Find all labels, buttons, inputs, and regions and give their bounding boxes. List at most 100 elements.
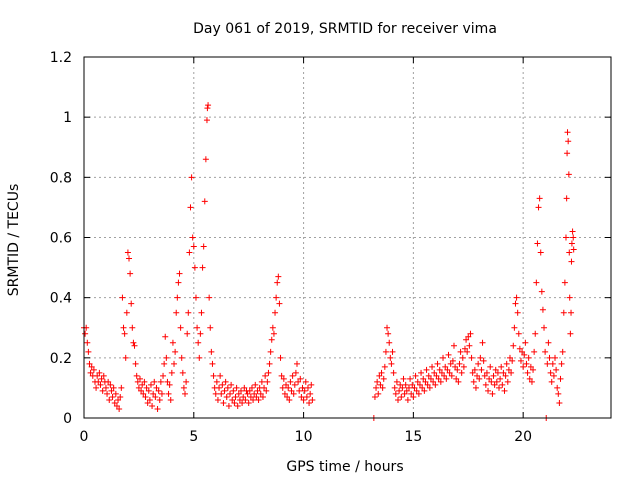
data-points: [81, 102, 577, 421]
data-point: [464, 348, 471, 355]
data-point: [202, 156, 209, 163]
data-point: [477, 354, 484, 361]
data-point: [192, 294, 199, 301]
data-point: [509, 357, 516, 364]
y-tick-label: 0.8: [50, 170, 72, 186]
data-point: [93, 384, 100, 391]
data-point: [566, 294, 573, 301]
data-point: [440, 354, 447, 361]
data-point: [171, 360, 178, 367]
data-point: [492, 366, 499, 373]
data-point: [191, 264, 198, 271]
data-point: [423, 366, 430, 373]
data-point: [475, 360, 482, 367]
data-point: [248, 384, 255, 391]
data-point: [522, 339, 529, 346]
data-point: [371, 393, 378, 400]
data-point: [521, 351, 528, 358]
data-point: [276, 300, 283, 307]
data-point: [528, 378, 535, 385]
data-point: [118, 384, 125, 391]
data-point: [286, 396, 293, 403]
data-point: [291, 381, 298, 388]
data-point: [558, 360, 565, 367]
data-point: [275, 273, 282, 280]
data-point: [263, 387, 270, 394]
data-point: [197, 330, 204, 337]
data-point: [242, 396, 249, 403]
data-point: [157, 378, 164, 385]
data-point: [536, 195, 543, 202]
data-point: [262, 372, 269, 379]
data-point: [425, 372, 432, 379]
x-tick-label: 15: [404, 429, 422, 445]
data-point: [531, 348, 538, 355]
data-point: [180, 384, 187, 391]
data-point: [549, 360, 556, 367]
data-point: [561, 279, 568, 286]
data-point: [530, 366, 537, 373]
data-point: [563, 195, 570, 202]
data-point: [565, 171, 572, 178]
data-point: [564, 129, 571, 136]
data-point: [515, 330, 522, 337]
data-point: [218, 390, 225, 397]
data-point: [404, 396, 411, 403]
data-point: [210, 372, 217, 379]
data-point: [293, 360, 300, 367]
data-point: [487, 363, 494, 370]
data-point: [183, 378, 190, 385]
data-point: [517, 357, 524, 364]
data-point: [203, 117, 210, 124]
data-point: [373, 384, 380, 391]
data-point: [156, 396, 163, 403]
data-point: [155, 387, 162, 394]
data-point: [285, 384, 292, 391]
data-point: [435, 375, 442, 382]
data-point: [279, 384, 286, 391]
data-point: [144, 399, 151, 406]
data-point: [84, 339, 91, 346]
data-point: [483, 369, 490, 376]
data-point: [196, 354, 203, 361]
data-point: [374, 378, 381, 385]
data-point: [165, 390, 172, 397]
data-point: [240, 393, 247, 400]
data-point: [230, 387, 237, 394]
data-point: [399, 384, 406, 391]
data-point: [208, 348, 215, 355]
data-point: [500, 369, 507, 376]
data-point: [568, 258, 575, 265]
data-point: [508, 369, 515, 376]
data-point: [405, 384, 412, 391]
data-point: [190, 243, 197, 250]
data-point: [133, 372, 140, 379]
data-point: [113, 402, 120, 409]
data-point: [270, 330, 277, 337]
data-point: [411, 384, 418, 391]
data-point: [381, 363, 388, 370]
data-point: [135, 384, 142, 391]
data-point: [542, 348, 549, 355]
data-point: [217, 372, 224, 379]
data-point: [306, 399, 313, 406]
data-point: [303, 393, 310, 400]
data-point: [556, 399, 563, 406]
data-point: [402, 381, 409, 388]
data-point: [189, 234, 196, 241]
data-point: [422, 378, 429, 385]
data-point: [265, 369, 272, 376]
data-point: [222, 378, 229, 385]
y-tick-label: 1: [63, 110, 72, 126]
data-point: [138, 387, 145, 394]
data-point: [308, 381, 315, 388]
data-point: [377, 381, 384, 388]
data-point: [301, 387, 308, 394]
data-point: [375, 390, 382, 397]
data-point: [460, 363, 467, 370]
data-point: [238, 387, 245, 394]
data-point: [546, 354, 553, 361]
data-point: [560, 309, 567, 316]
data-point: [229, 396, 236, 403]
data-point: [454, 366, 461, 373]
